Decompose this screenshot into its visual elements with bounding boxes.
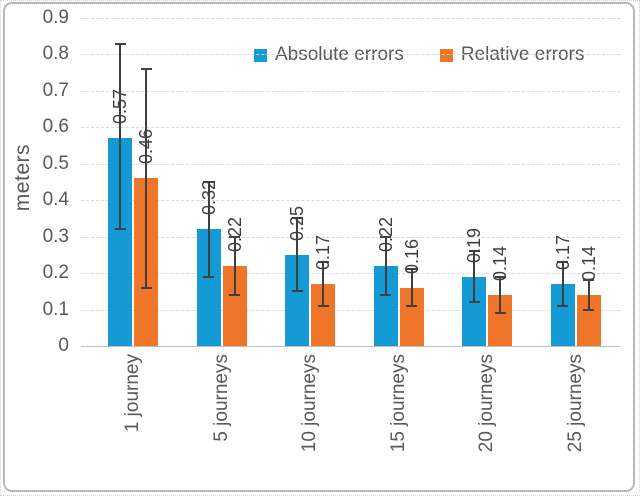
error-bar-cap-bottom (229, 293, 240, 296)
data-label: 0.25 (287, 205, 307, 241)
error-bar (119, 43, 121, 230)
error-bar-cap-top (291, 217, 303, 220)
y-tick-label: 0.9 (42, 7, 69, 28)
x-category-label: 15 journeys (387, 354, 409, 453)
data-label: 0.57 (110, 89, 130, 125)
gridline (81, 236, 620, 238)
data-label: 0.17 (552, 235, 573, 271)
y-tick-label: 0.3 (42, 225, 69, 247)
error-bar-cap-bottom (406, 304, 417, 307)
y-tick-label: 0.4 (42, 189, 69, 211)
error-bar (233, 236, 236, 295)
error-bar (587, 280, 590, 310)
data-label: 0.32 (198, 180, 219, 216)
error-bar-cap-top (229, 235, 240, 238)
y-tick-label: 0.5 (42, 152, 69, 174)
error-bar (296, 218, 298, 292)
error-bar-cap-bottom (494, 312, 506, 315)
error-bar-cap-top (406, 268, 417, 271)
error-bar (410, 269, 413, 306)
error-bar-cap-top (468, 250, 480, 253)
error-bar (561, 262, 564, 306)
x-category-label: 20 journeys (476, 354, 497, 453)
error-bar-cap-bottom (291, 290, 303, 293)
error-bar (384, 236, 387, 295)
data-label: 0.14 (578, 245, 599, 281)
gridline (81, 309, 620, 311)
error-bar-cap-top (380, 235, 391, 238)
y-tick-label: 0 (58, 335, 69, 356)
gridline (81, 163, 620, 165)
gridline (81, 18, 620, 19)
y-tick-label: 0.6 (42, 116, 69, 138)
error-bar-cap-bottom (583, 308, 594, 311)
y-tick-label: 0.8 (42, 43, 69, 65)
data-label: 0.14 (490, 245, 510, 281)
error-bar-cap-bottom (114, 228, 126, 231)
error-bar-cap-top (203, 181, 214, 183)
x-axis-line (81, 346, 620, 347)
error-bar-cap-bottom (140, 286, 152, 289)
error-bar (499, 276, 501, 314)
error-bar (145, 69, 147, 288)
data-label: 0.22 (375, 216, 396, 252)
data-label: 0.17 (313, 235, 333, 271)
data-label: 0.16 (401, 238, 422, 274)
gridline (81, 200, 620, 202)
x-category-label: 10 journeys (299, 354, 320, 453)
gridline (81, 90, 620, 92)
x-category-label: 25 journeys (564, 354, 586, 453)
error-bar-cap-top (317, 261, 329, 264)
x-category-label: 5 journeys (210, 354, 232, 442)
error-bar (207, 182, 210, 277)
error-bar-cap-top (583, 279, 594, 282)
error-bar-cap-top (557, 261, 568, 264)
data-label: 0.22 (224, 216, 245, 252)
error-bar-cap-top (494, 275, 506, 278)
data-label: 0.19 (464, 227, 484, 263)
data-label: 0.46 (136, 129, 156, 165)
gridline (81, 54, 620, 56)
error-bar-cap-top (140, 68, 152, 71)
gridline (81, 127, 620, 129)
error-bar-cap-bottom (203, 275, 214, 278)
error-bar-cap-top (114, 42, 126, 45)
error-bar-cap-bottom (380, 293, 391, 296)
x-category-label: 1 journey (122, 354, 143, 433)
y-tick-label: 0.1 (42, 298, 69, 320)
y-tick-label: 0.7 (42, 79, 69, 101)
error-bar (473, 251, 475, 303)
error-bar-cap-bottom (317, 304, 329, 307)
error-bar (322, 262, 324, 306)
y-tick-label: 0.2 (42, 262, 69, 284)
error-bar-cap-bottom (468, 301, 480, 304)
error-bar-cap-bottom (557, 304, 568, 307)
gridline (81, 273, 620, 275)
